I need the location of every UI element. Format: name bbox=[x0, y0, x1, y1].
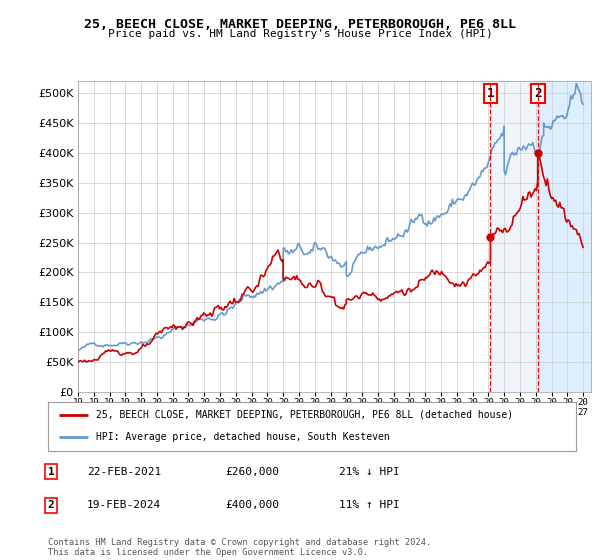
Text: Price paid vs. HM Land Registry's House Price Index (HPI): Price paid vs. HM Land Registry's House … bbox=[107, 29, 493, 39]
Text: 25, BEECH CLOSE, MARKET DEEPING, PETERBOROUGH, PE6 8LL: 25, BEECH CLOSE, MARKET DEEPING, PETERBO… bbox=[84, 18, 516, 31]
Text: Contains HM Land Registry data © Crown copyright and database right 2024.
This d: Contains HM Land Registry data © Crown c… bbox=[48, 538, 431, 557]
Text: 2: 2 bbox=[47, 500, 55, 510]
Text: £400,000: £400,000 bbox=[225, 500, 279, 510]
Text: HPI: Average price, detached house, South Kesteven: HPI: Average price, detached house, Sout… bbox=[95, 432, 389, 442]
Bar bbox=[490, 81, 538, 392]
Text: 1: 1 bbox=[47, 466, 55, 477]
Text: 25, BEECH CLOSE, MARKET DEEPING, PETERBOROUGH, PE6 8LL (detached house): 25, BEECH CLOSE, MARKET DEEPING, PETERBO… bbox=[95, 410, 512, 420]
Text: 19-FEB-2024: 19-FEB-2024 bbox=[87, 500, 161, 510]
Text: 21% ↓ HPI: 21% ↓ HPI bbox=[339, 466, 400, 477]
Text: £260,000: £260,000 bbox=[225, 466, 279, 477]
Text: 11% ↑ HPI: 11% ↑ HPI bbox=[339, 500, 400, 510]
Bar bbox=[538, 81, 599, 392]
Text: 2: 2 bbox=[534, 87, 542, 100]
Text: 1: 1 bbox=[487, 87, 494, 100]
Text: 22-FEB-2021: 22-FEB-2021 bbox=[87, 466, 161, 477]
